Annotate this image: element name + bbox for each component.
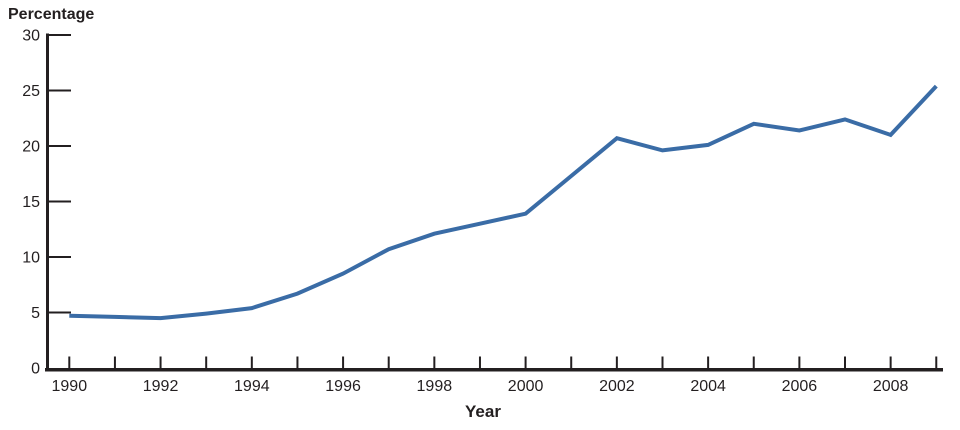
y-axis-title: Percentage xyxy=(8,6,94,23)
y-axis: 0 5 10 15 20 25 30 xyxy=(22,28,71,378)
y-tick-label: 0 xyxy=(31,361,40,378)
x-tick-label: 1996 xyxy=(325,378,361,395)
y-tick-label: 30 xyxy=(22,28,40,45)
y-tick-label: 25 xyxy=(22,83,40,100)
data-series xyxy=(69,84,938,321)
x-tick-label: 1994 xyxy=(234,378,270,395)
x-tick-label: 2002 xyxy=(599,378,635,395)
y-tick-label: 5 xyxy=(31,305,40,322)
x-tick-label: 2000 xyxy=(508,378,544,395)
x-tick-label: 1990 xyxy=(52,378,88,395)
y-tick-label: 20 xyxy=(22,139,40,156)
x-tick-label: 1992 xyxy=(143,378,179,395)
x-tick-label: 2004 xyxy=(690,378,726,395)
y-tick-label: 15 xyxy=(22,194,40,211)
x-tick-label: 1998 xyxy=(417,378,453,395)
x-tick-label: 2008 xyxy=(873,378,909,395)
x-tick-label: 2006 xyxy=(782,378,818,395)
x-axis-title: Year xyxy=(465,402,501,421)
data-polyline xyxy=(69,84,938,321)
y-tick-label: 10 xyxy=(22,250,40,267)
x-axis: 1990 1992 1994 1996 1998 2000 2002 2004 2006 2008 xyxy=(45,356,943,395)
